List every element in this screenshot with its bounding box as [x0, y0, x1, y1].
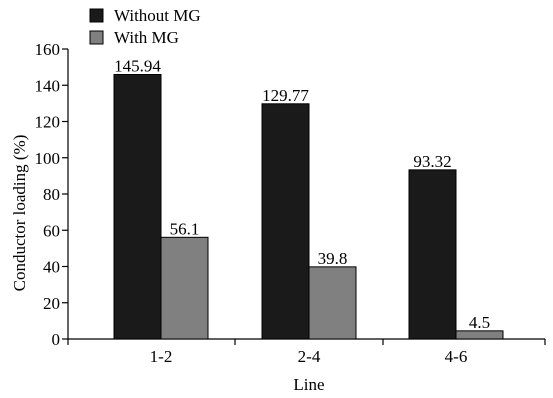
x-tick-label: 1-2 [150, 347, 173, 366]
y-tick-label: 140 [35, 76, 61, 95]
y-axis: 0 20 40 60 80 100 120 140 160 [35, 40, 69, 349]
data-label: 4.5 [469, 313, 490, 332]
y-tick-label: 100 [35, 149, 61, 168]
y-tick-label: 60 [43, 221, 60, 240]
legend: Without MG With MG [89, 6, 201, 47]
legend-label: With MG [114, 28, 179, 47]
data-label: 93.32 [413, 152, 451, 171]
y-tick-label: 40 [43, 258, 60, 277]
data-label: 145.94 [114, 56, 161, 75]
x-axis: 1-2 2-4 4-6 [67, 338, 546, 366]
y-tick-label: 0 [52, 330, 61, 349]
x-tick-label: 2-4 [298, 347, 321, 366]
y-tick-label: 80 [43, 185, 60, 204]
bar [160, 236, 209, 340]
bar [308, 266, 357, 340]
x-axis-label: Line [293, 375, 324, 394]
y-tick-label: 160 [35, 40, 61, 59]
y-tick-label: 20 [43, 294, 60, 313]
bar [455, 330, 504, 340]
bar [408, 169, 457, 340]
bar [113, 73, 162, 340]
data-label: 129.77 [262, 86, 309, 105]
y-axis-label: Conductor loading (%) [10, 135, 29, 292]
legend-swatch [89, 8, 104, 23]
legend-swatch [89, 30, 104, 45]
data-labels: 145.94 129.77 93.32 56.1 39.8 4.5 [114, 56, 490, 331]
y-tick-label: 120 [35, 113, 61, 132]
x-tick-label: 4-6 [445, 347, 468, 366]
bar [261, 103, 310, 340]
data-label: 56.1 [170, 219, 200, 238]
bars [113, 73, 504, 340]
legend-label: Without MG [114, 6, 201, 25]
data-label: 39.8 [318, 249, 348, 268]
